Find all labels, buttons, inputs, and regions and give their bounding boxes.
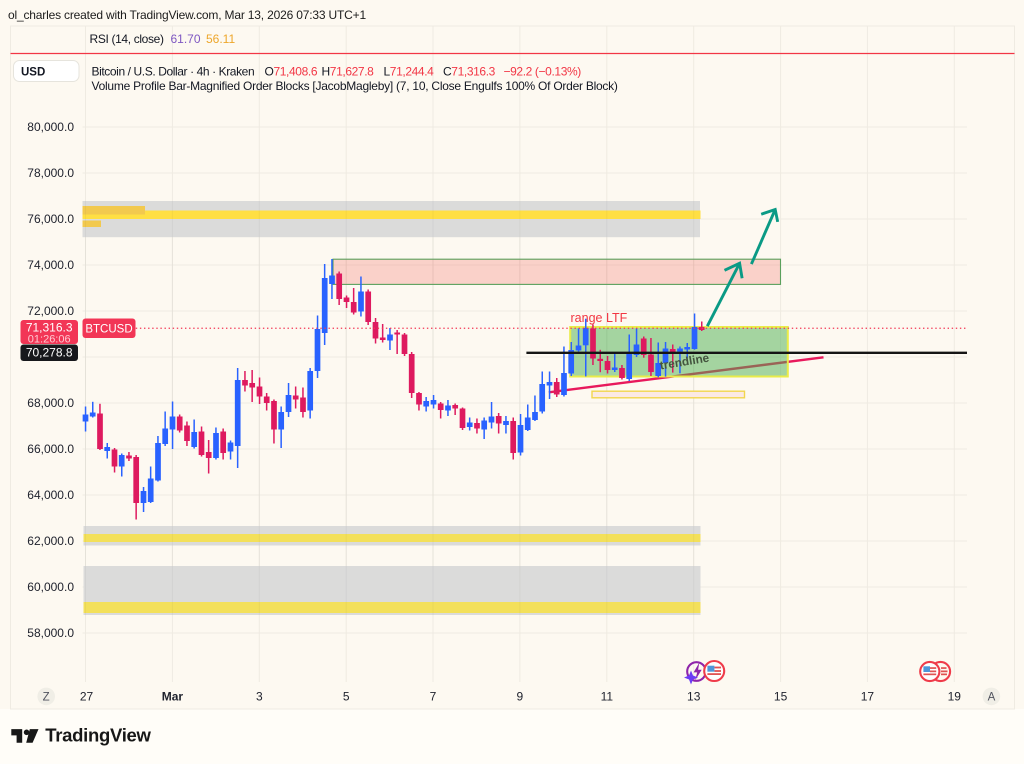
svg-text:O71,408.6: O71,408.6	[265, 65, 318, 79]
svg-text:19: 19	[948, 690, 962, 704]
svg-text:Mar: Mar	[162, 690, 184, 704]
svg-text:Z: Z	[43, 692, 50, 704]
svg-text:13: 13	[687, 690, 701, 704]
svg-text:74,000.0: 74,000.0	[27, 258, 74, 272]
svg-text:range LTF: range LTF	[571, 311, 628, 325]
svg-text:72,000.0: 72,000.0	[27, 304, 74, 318]
svg-text:15: 15	[774, 690, 788, 704]
svg-text:58,000.0: 58,000.0	[27, 626, 74, 640]
svg-text:5: 5	[343, 690, 350, 704]
svg-text:17: 17	[861, 690, 875, 704]
svg-text:62,000.0: 62,000.0	[27, 534, 74, 548]
svg-text:70,278.8: 70,278.8	[26, 346, 73, 360]
svg-text:68,000.0: 68,000.0	[27, 396, 74, 410]
svg-text:78,000.0: 78,000.0	[27, 166, 74, 180]
svg-text:80,000.0: 80,000.0	[27, 120, 74, 134]
svg-text:27: 27	[80, 690, 94, 704]
svg-text:60,000.0: 60,000.0	[27, 580, 74, 594]
svg-text:7: 7	[430, 690, 437, 704]
svg-text:11: 11	[601, 690, 614, 704]
svg-text:9: 9	[517, 690, 524, 704]
svg-text:A: A	[988, 692, 996, 704]
svg-text:64,000.0: 64,000.0	[27, 488, 74, 502]
svg-text:RSI (14, close): RSI (14, close)	[90, 32, 164, 46]
svg-text:56.11: 56.11	[206, 32, 235, 46]
svg-text:71,316.3: 71,316.3	[26, 321, 73, 335]
svg-text:76,000.0: 76,000.0	[27, 212, 74, 226]
svg-text:C71,316.3: C71,316.3	[443, 65, 496, 79]
svg-text:H71,627.8: H71,627.8	[322, 65, 375, 79]
svg-text:61.70: 61.70	[171, 32, 201, 46]
svg-text:01:26:06: 01:26:06	[28, 333, 71, 345]
svg-text:L71,244.4: L71,244.4	[384, 65, 435, 79]
svg-text:66,000.0: 66,000.0	[27, 442, 74, 456]
svg-text:BTCUSD: BTCUSD	[85, 323, 132, 335]
svg-text:ol_charles created with Tradin: ol_charles created with TradingView.com,…	[8, 8, 366, 22]
svg-text:−92.2 (−0.13%): −92.2 (−0.13%)	[504, 65, 582, 79]
svg-text:Volume Profile Bar-Magnified O: Volume Profile Bar-Magnified Order Block…	[92, 79, 618, 93]
svg-text:USD: USD	[21, 67, 45, 79]
svg-text:TradingView: TradingView	[45, 725, 151, 746]
svg-text:Bitcoin / U.S. Dollar · 4h · K: Bitcoin / U.S. Dollar · 4h · Kraken	[92, 65, 255, 79]
svg-text:3: 3	[256, 690, 263, 704]
